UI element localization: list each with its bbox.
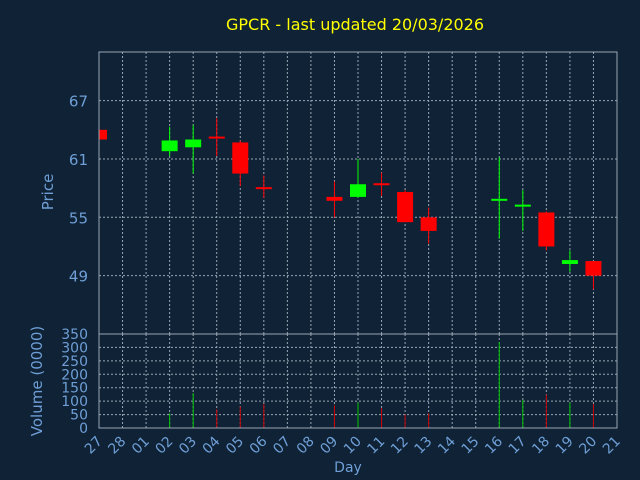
volume-tick-label: 200 <box>61 367 88 383</box>
candle-body <box>232 142 249 174</box>
x-tick-label: 07 <box>270 434 294 458</box>
x-tick-label: 28 <box>105 434 129 458</box>
volume-tick-label: 350 <box>61 327 88 343</box>
x-tick-label: 06 <box>247 433 271 457</box>
candle-body <box>538 212 555 247</box>
x-tick-label: 11 <box>364 434 388 458</box>
x-tick-label: 04 <box>200 433 224 457</box>
x-tick-label: 17 <box>506 434 530 458</box>
x-tick-label: 21 <box>600 434 624 458</box>
price-candles <box>98 118 602 290</box>
candle-body <box>208 136 225 139</box>
candle-body <box>326 196 343 201</box>
x-tick-label: 02 <box>153 434 177 458</box>
x-tick-label: 13 <box>412 434 436 458</box>
x-tick-label: 14 <box>435 433 459 457</box>
candle-body <box>185 139 202 148</box>
x-tick-label: 03 <box>176 434 200 458</box>
price-tick-label: 61 <box>69 151 88 169</box>
volume-panel-frame <box>98 333 618 429</box>
chart-title: GPCR - last updated 20/03/2026 <box>226 15 484 34</box>
volume-tick-label: 100 <box>61 394 88 410</box>
x-tick-label: 16 <box>482 433 506 457</box>
volume-tick-label: 0 <box>79 421 88 437</box>
x-tick-label: 05 <box>223 434 247 458</box>
price-tick-label: 67 <box>69 93 88 111</box>
volume-tick-label: 300 <box>61 340 88 356</box>
candle-body <box>561 260 578 264</box>
volume-tick-label: 50 <box>70 408 88 424</box>
candle-body <box>397 192 414 223</box>
x-tick-label: 15 <box>459 434 483 458</box>
candle-body <box>255 187 272 190</box>
x-tick-label: 19 <box>553 434 577 458</box>
candle-body <box>99 129 107 140</box>
x-tick-label: 01 <box>129 434 153 458</box>
volume-bars <box>169 342 594 428</box>
x-tick-label: 08 <box>294 434 318 458</box>
price-axis-label: Price <box>39 174 57 211</box>
x-tick-label: 27 <box>82 434 106 458</box>
price-tick-label: 49 <box>69 268 88 286</box>
x-tick-label: 10 <box>341 434 365 458</box>
x-tick-label: 12 <box>388 434 412 458</box>
candle-body <box>373 183 390 186</box>
candle-body <box>491 198 508 201</box>
volume-tick-label: 150 <box>61 381 88 397</box>
candle-body <box>350 184 366 197</box>
candle-body <box>420 217 437 231</box>
x-tick-label: 18 <box>529 434 553 458</box>
volume-tick-label: 250 <box>61 354 88 370</box>
x-axis-label: Day <box>334 460 362 476</box>
x-tick-label: 09 <box>317 434 341 458</box>
candle-body <box>161 140 178 152</box>
x-tick-label: 20 <box>576 434 600 458</box>
candle-body <box>514 204 531 207</box>
volume-axis-label: Volume (0000) <box>28 326 46 436</box>
price-tick-label: 55 <box>69 209 88 227</box>
candle-body <box>585 261 602 276</box>
